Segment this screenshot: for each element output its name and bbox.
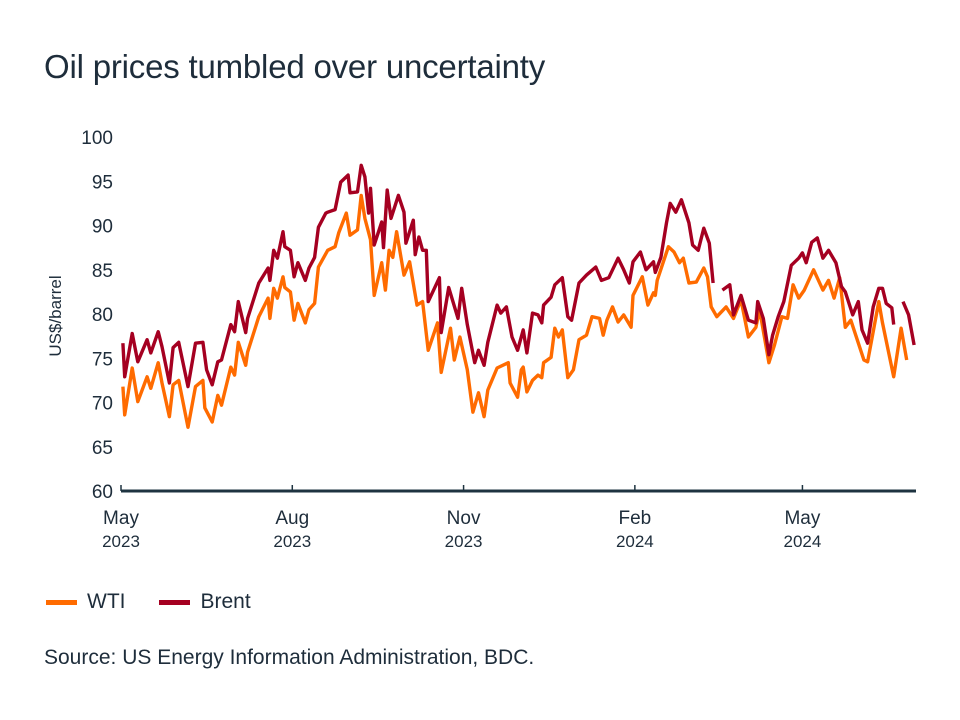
legend-label-wti: WTI <box>87 590 126 613</box>
y-tick-label: 70 <box>92 394 113 415</box>
wti-swatch <box>46 599 77 605</box>
legend-item-wti: WTI <box>46 590 125 614</box>
series-line-wti <box>121 193 909 429</box>
legend-label-brent: Brent <box>200 590 251 613</box>
y-axis-ticks: 60 65 70 75 80 85 90 95 100 <box>81 128 113 503</box>
x-tick-month: Feb <box>618 508 651 529</box>
legend: WTI Brent <box>46 590 251 614</box>
x-tick-month: May <box>784 508 820 529</box>
x-tick-year: 2023 <box>445 532 483 551</box>
y-tick-label: 80 <box>92 305 113 326</box>
series-line-brent <box>121 163 916 389</box>
x-tick-month: May <box>103 508 139 529</box>
legend-item-brent: Brent <box>159 590 251 614</box>
x-axis-ticks: May 2023 Aug 2023 Nov 2023 Feb 2024 May 2024 <box>102 485 821 551</box>
x-tick-year: 2023 <box>102 532 140 551</box>
x-tick-year: 2023 <box>273 532 311 551</box>
y-tick-label: 60 <box>92 482 113 503</box>
y-tick-label: 100 <box>81 128 113 149</box>
x-tick-month: Nov <box>447 508 481 529</box>
series-lines <box>121 163 916 429</box>
y-tick-label: 90 <box>92 217 113 238</box>
x-tick-month: Aug <box>275 508 309 529</box>
x-tick-year: 2024 <box>784 532 822 551</box>
y-tick-label: 75 <box>92 349 113 370</box>
y-axis-title: US$/barrel <box>46 275 65 356</box>
y-tick-label: 85 <box>92 261 113 282</box>
x-tick-year: 2024 <box>616 532 654 551</box>
chart-title: Oil prices tumbled over uncertainty <box>44 48 546 85</box>
brent-swatch <box>159 599 191 605</box>
y-tick-label: 65 <box>92 438 113 459</box>
y-tick-label: 95 <box>92 172 113 193</box>
source-note: Source: US Energy Information Administra… <box>44 646 535 669</box>
